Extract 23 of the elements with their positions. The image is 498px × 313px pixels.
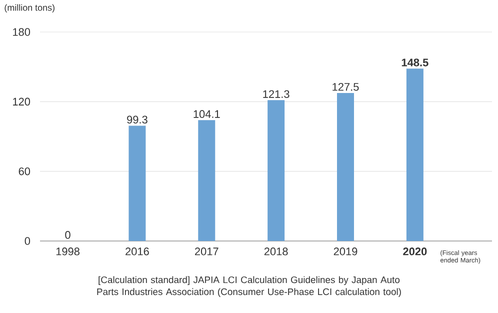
bar: [406, 68, 424, 241]
text: [Calculation standard] JAPIA LCI Calculation Guidelines by Japan Auto Parts Industries Association (Consumer Use-Phase LCI calculation tool): [97, 276, 401, 297]
data-label: 127.5: [332, 83, 359, 91]
y-tick-label: 0: [24, 237, 30, 245]
x-tick-label: 2016: [126, 248, 149, 256]
bar: [128, 126, 146, 241]
data-label: 121.3: [263, 90, 290, 98]
bar: [337, 92, 354, 241]
y-tick-label: 120: [13, 98, 30, 106]
x-tick-label: 2020: [403, 248, 427, 256]
data-label: 99.3: [127, 116, 148, 124]
x-tick-label: 2018: [264, 248, 288, 256]
data-label: 148.5: [402, 58, 428, 66]
y-tick-label: 180: [13, 28, 30, 36]
bar: [268, 100, 285, 241]
y-axis-title: (million tons): [4, 4, 54, 13]
x-tick-label: 2019: [334, 248, 358, 256]
bar: [198, 120, 216, 241]
y-tick-label: 60: [18, 167, 30, 176]
x-tick-label: 1998: [56, 248, 80, 256]
data-label: 104.1: [194, 110, 220, 118]
x-tick-label: 2017: [195, 248, 218, 256]
data-label: 0: [65, 231, 70, 239]
